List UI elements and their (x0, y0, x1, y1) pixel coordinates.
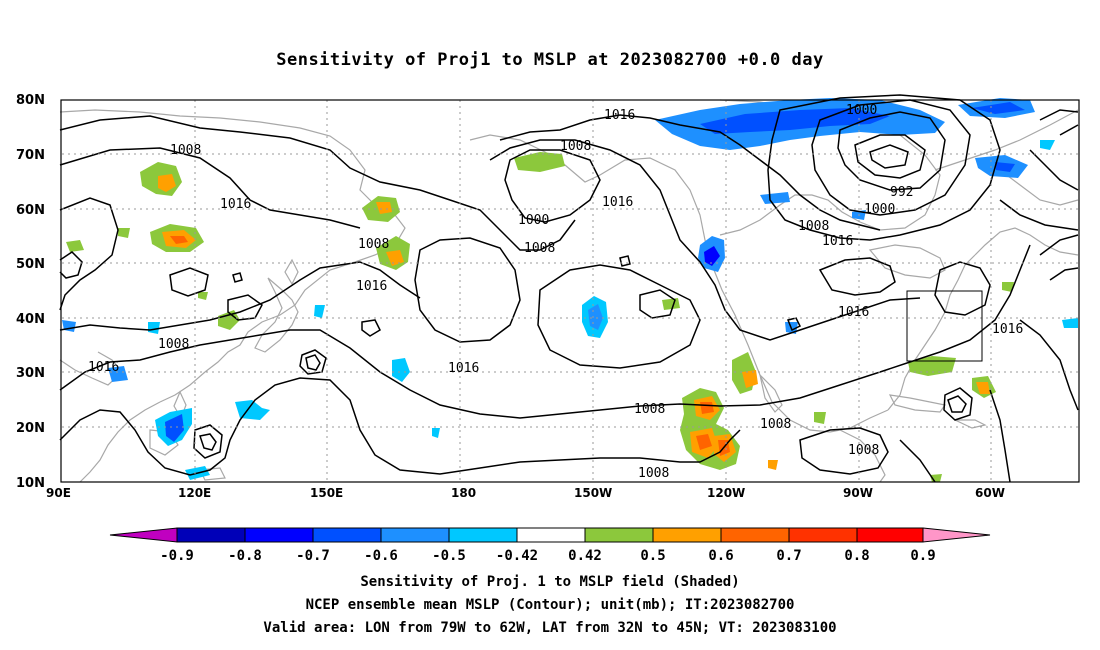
colorbar-cell (584, 527, 654, 543)
contour-label: 1016 (602, 195, 633, 210)
contour-label: 1008 (170, 143, 201, 158)
contour-label: 1016 (448, 361, 479, 376)
lon-label: 60W (975, 486, 1005, 500)
contour-label: 1008 (634, 402, 665, 417)
contour-label: 1016 (356, 279, 387, 294)
contour-label: 1000 (846, 103, 877, 118)
colorbar-cell (856, 527, 924, 543)
lon-label: 120W (707, 486, 745, 500)
lat-label: 80N (16, 93, 45, 108)
colorbar-label: -0.8 (228, 548, 262, 564)
grid (62, 100, 1078, 482)
contour-label-group: 1016 1000 1008 1008 1016 1000 1008 992 1… (88, 103, 1023, 458)
colorbar-label: -0.5 (432, 548, 466, 564)
contour-label: 1016 (220, 197, 251, 212)
colorbar: -0.9 -0.8 -0.7 -0.6 -0.5 -0.42 0.42 0.5 … (109, 527, 991, 564)
lon-label: 90W (843, 486, 873, 500)
contour-label: 1008 (848, 443, 879, 458)
lat-label: 40N (16, 312, 45, 327)
contour-label: 992 (890, 185, 913, 200)
lat-label: 70N (16, 148, 45, 163)
lat-label: 30N (16, 366, 45, 381)
lat-label: 10N (16, 476, 45, 491)
colorbar-label: -0.6 (364, 548, 398, 564)
caption-line-2: NCEP ensemble mean MSLP (Contour); unit(… (305, 597, 795, 613)
colorbar-cell (244, 527, 314, 543)
lat-label: 20N (16, 421, 45, 436)
contour-label: 1008 (158, 337, 189, 352)
contour-label: 1008 (358, 237, 389, 252)
contour-label: 1016 (992, 322, 1023, 337)
contour-label: 1016 (88, 360, 119, 375)
colorbar-cell (448, 527, 518, 543)
colorbar-right-arrow (922, 527, 991, 543)
contour-label: 1016 (604, 108, 635, 123)
lon-label: 120E (178, 486, 211, 500)
colorbar-cell (788, 527, 858, 543)
contour-label: 1016 (822, 234, 853, 249)
contour-label: 1016 (838, 305, 869, 320)
contour-label: 1000 (864, 202, 895, 217)
latitude-labels: 80N 70N 60N 50N 40N 30N 20N 10N (16, 93, 45, 491)
map-title: Sensitivity of Proj1 to MSLP at 20230827… (276, 50, 824, 70)
caption-line-1: Sensitivity of Proj. 1 to MSLP field (Sh… (360, 574, 740, 590)
colorbar-left-arrow (109, 527, 178, 543)
colorbar-cell (652, 527, 722, 543)
contour-label: 1008 (760, 417, 791, 432)
map-frame (60, 99, 1080, 483)
valid-area-box (906, 290, 983, 362)
colorbar-label: 0.8 (844, 548, 869, 564)
colorbar-label: 0.7 (776, 548, 801, 564)
longitude-labels: 90E 120E 150E 180 150W 120W 90W 60W (46, 486, 1005, 500)
contour-label: 1008 (560, 139, 591, 154)
contour-label: 1000 (518, 213, 549, 228)
colorbar-label: 0.6 (708, 548, 733, 564)
colorbar-cell (312, 527, 382, 543)
contour-label: 1008 (798, 219, 829, 234)
colorbar-cell (380, 527, 450, 543)
colorbar-label: 0.9 (910, 548, 935, 564)
colorbar-label: -0.9 (160, 548, 194, 564)
lon-label: 150E (310, 486, 343, 500)
colorbar-cell (720, 527, 790, 543)
colorbar-cell (176, 527, 246, 543)
lon-label: 150W (574, 486, 612, 500)
colorbar-label: 0.42 (568, 548, 602, 564)
contour-label: 1008 (524, 241, 555, 256)
contour-label: 1008 (638, 466, 669, 481)
lon-label: 180 (451, 486, 476, 500)
colorbar-label: -0.42 (496, 548, 538, 564)
colorbar-label: 0.5 (640, 548, 665, 564)
colorbar-cell (516, 527, 586, 543)
caption-line-3: Valid area: LON from 79W to 62W, LAT fro… (263, 620, 837, 636)
lat-label: 50N (16, 257, 45, 272)
lat-label: 60N (16, 203, 45, 218)
lon-label: 90E (46, 486, 71, 500)
colorbar-label: -0.7 (296, 548, 330, 564)
